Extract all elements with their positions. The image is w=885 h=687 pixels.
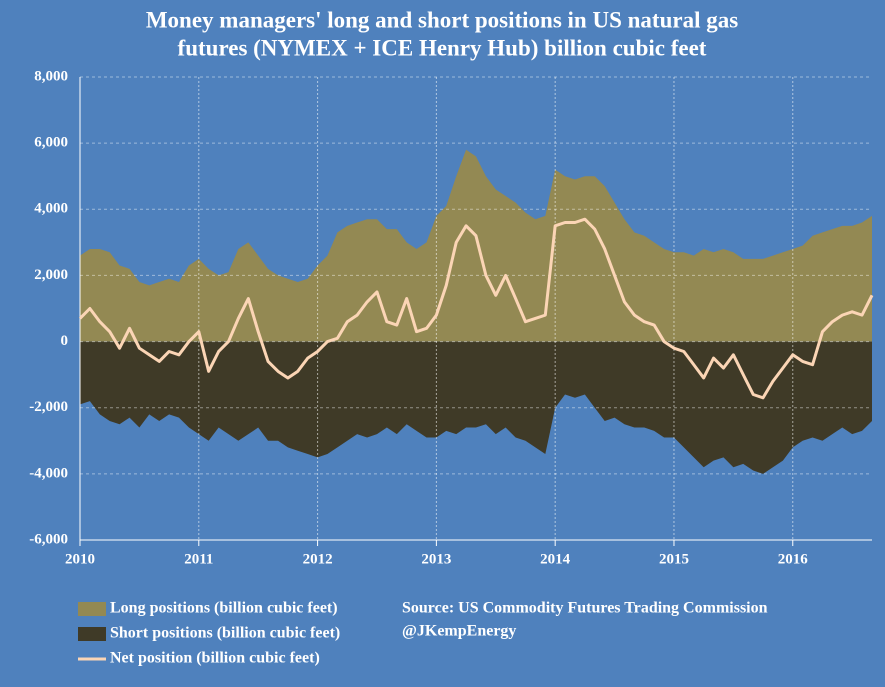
- y-tick-label: 6,000: [34, 135, 68, 151]
- legend-label: Short positions (billion cubic feet): [110, 625, 340, 642]
- x-tick-label: 2016: [778, 551, 809, 567]
- x-tick-label: 2011: [184, 551, 213, 567]
- annotation: Source: US Commodity Futures Trading Com…: [402, 600, 768, 617]
- y-tick-label: -2,000: [29, 399, 68, 415]
- line: [78, 217, 874, 400]
- legend-label: Long positions (billion cubic feet): [110, 600, 338, 617]
- legend-swatch: [78, 627, 106, 641]
- x-tick-label: 2012: [303, 551, 333, 567]
- x-tick-label: 2014: [540, 551, 571, 567]
- y-tick-label: 2,000: [34, 267, 68, 283]
- y-tick-label: 8,000: [34, 68, 68, 84]
- legend-swatch: [78, 602, 106, 616]
- x-tick-label: 2015: [659, 551, 689, 567]
- x-tick-label: 2013: [421, 551, 451, 567]
- x-tick-label: 2010: [65, 551, 95, 567]
- chart-title: Money managers' long and short positions…: [146, 7, 738, 32]
- y-tick-label: -6,000: [29, 531, 68, 547]
- y-tick-label: -4,000: [29, 465, 68, 481]
- legend-label: Net position (billion cubic feet): [110, 650, 320, 667]
- annotation: @JKempEnergy: [402, 623, 516, 640]
- chart-title: futures (NYMEX + ICE Henry Hub) billion …: [178, 35, 707, 60]
- y-tick-label: 4,000: [34, 201, 68, 217]
- y-tick-label: 0: [61, 333, 69, 349]
